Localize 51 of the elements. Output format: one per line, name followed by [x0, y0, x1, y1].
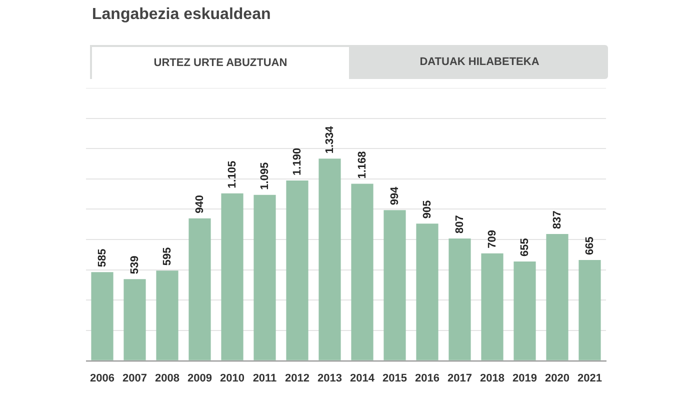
data-label: 1.105: [226, 160, 238, 188]
bar: [124, 279, 146, 360]
bar: [318, 158, 341, 360]
chart-title: Langabezia eskualdean: [92, 6, 271, 24]
data-label: 655: [518, 238, 531, 257]
bar: [188, 218, 211, 360]
data-label: 1.095: [258, 162, 271, 190]
bar: [481, 253, 504, 360]
x-tick-label: 2007: [122, 372, 147, 384]
x-tick-label: 2013: [318, 372, 342, 384]
bar: [254, 194, 276, 360]
bar: [221, 193, 244, 360]
data-label: 539: [128, 256, 141, 274]
bar: [514, 262, 536, 360]
bar: [578, 260, 601, 360]
x-tick-label: 2017: [448, 372, 472, 384]
bar: [384, 210, 406, 360]
data-label: 595: [161, 247, 174, 266]
data-label: 807: [454, 215, 466, 234]
x-tick-label: 2014: [350, 372, 376, 384]
data-label: 709: [486, 230, 498, 248]
data-label: 665: [584, 236, 596, 256]
text: DATUAK HILABETEKA: [418, 55, 540, 70]
x-tick-label: 2019: [512, 372, 537, 384]
x-tick-label: 2008: [155, 372, 180, 384]
data-label: 1.334: [324, 125, 336, 154]
x-tick-label: 2009: [188, 372, 212, 384]
x-tick-label: 2012: [285, 372, 310, 384]
data-label: 585: [96, 248, 108, 268]
text: URTEZ URTE ABUZTUAN: [90, 45, 351, 79]
bar: [351, 184, 374, 360]
bar: [156, 270, 178, 360]
x-tick-label: 2010: [220, 372, 244, 384]
x-tick-label: 2015: [382, 372, 407, 384]
data-label: 1.190: [291, 148, 304, 176]
x-tick-label: 2020: [545, 372, 570, 384]
data-label: 1.168: [356, 151, 368, 179]
bar: [286, 180, 308, 360]
x-tick-label: 2016: [415, 372, 440, 384]
x-tick-label: 2021: [578, 372, 602, 384]
data-label: 994: [388, 186, 401, 206]
x-tick-label: 2006: [90, 372, 114, 384]
x-tick-label: 2011: [252, 372, 277, 384]
bar: [448, 238, 471, 360]
data-label: 905: [421, 200, 434, 219]
data-label: 837: [551, 210, 564, 229]
x-tick-label: 2018: [480, 372, 504, 384]
bar: [416, 224, 438, 360]
bar: [91, 272, 114, 360]
data-label: 940: [194, 194, 206, 214]
bar: [546, 234, 568, 360]
